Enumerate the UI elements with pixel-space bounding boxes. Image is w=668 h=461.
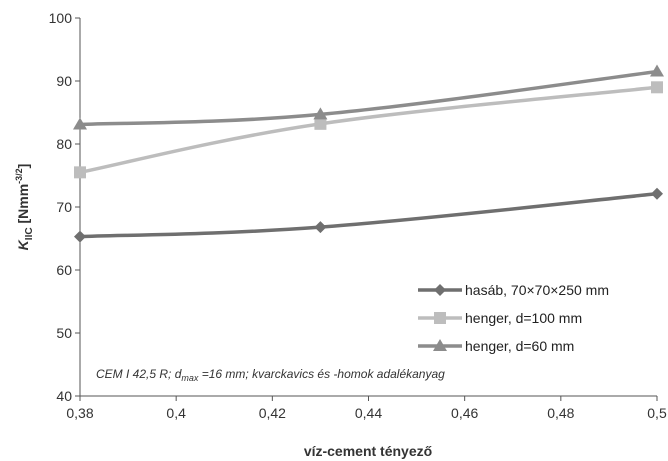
y-axis: 40 50 60 70 80 90 100 (49, 10, 81, 404)
legend-label-0: hasáb, 70×70×250 mm (465, 282, 609, 298)
legend-swatch-marker-2 (433, 339, 447, 351)
y-tick-label: 40 (56, 388, 72, 404)
chart-note: CEM I 42,5 R; dmax =16 mm; kvarckavics é… (96, 367, 445, 383)
data-point-series-1 (651, 81, 663, 94)
y-axis-title-unit-close: ] (15, 164, 31, 169)
data-point-series-0 (314, 221, 327, 234)
y-axis-title-symbol: K (15, 239, 31, 250)
y-axis-title-unit: [Nmm (15, 184, 31, 228)
y-axis-title-unit-exponent: -3/2 (14, 168, 24, 184)
legend-label-1: henger, d=100 mm (465, 310, 582, 326)
x-tick-label: 0,48 (547, 405, 574, 421)
chart-note-part1: CEM I 42,5 R; d (96, 367, 182, 381)
x-tick-label: 0,4 (166, 405, 186, 421)
x-tick-label: 0,46 (451, 405, 478, 421)
series-lines (79, 69, 658, 239)
x-tick-label: 0,42 (259, 405, 286, 421)
y-tick-label: 70 (56, 199, 72, 215)
y-tick-label: 80 (56, 136, 72, 152)
series-line-2 (79, 69, 658, 127)
data-point-series-2 (73, 117, 87, 130)
y-tick-label: 50 (56, 325, 72, 341)
data-point-series-1 (314, 117, 327, 130)
data-point-series-0 (74, 230, 86, 243)
x-tick-label: 0,44 (355, 405, 382, 421)
y-tick-label: 60 (56, 262, 72, 278)
series-markers (73, 64, 664, 243)
y-tick-label: 90 (56, 73, 72, 89)
legend: hasáb, 70×70×250 mm henger, d=100 mm henge… (418, 282, 609, 354)
y-axis-title: KIIC [Nmm-3/2] (14, 164, 35, 251)
data-point-series-1 (74, 166, 86, 179)
y-axis-title-subscript: IIC (24, 227, 35, 240)
data-point-series-2 (650, 64, 664, 77)
legend-label-2: henger, d=60 mm (465, 338, 574, 354)
chart-note-part2: =16 mm; kvarckavics és -homok adalékanya… (198, 367, 445, 381)
y-tick-label: 100 (49, 10, 73, 26)
x-ticks: 0,38 0,4 0,42 0,44 0,46 0,48 0,5 (66, 396, 667, 421)
data-point-series-0 (651, 187, 663, 200)
x-axis: 0,38 0,4 0,42 0,44 0,46 0,48 0,5 (66, 395, 667, 421)
x-tick-label: 0,38 (66, 405, 93, 421)
data-point-series-2 (313, 107, 328, 120)
legend-swatch-marker-1 (434, 312, 446, 324)
series-line-1 (79, 85, 658, 175)
x-tick-label: 0,5 (647, 405, 667, 421)
series-line-0 (79, 192, 658, 239)
chart-note-subscript: max (181, 373, 199, 383)
x-axis-title: víz-cement tényező (304, 443, 432, 459)
y-ticks: 40 50 60 70 80 90 100 (49, 10, 80, 404)
legend-swatch-marker-0 (434, 284, 446, 296)
